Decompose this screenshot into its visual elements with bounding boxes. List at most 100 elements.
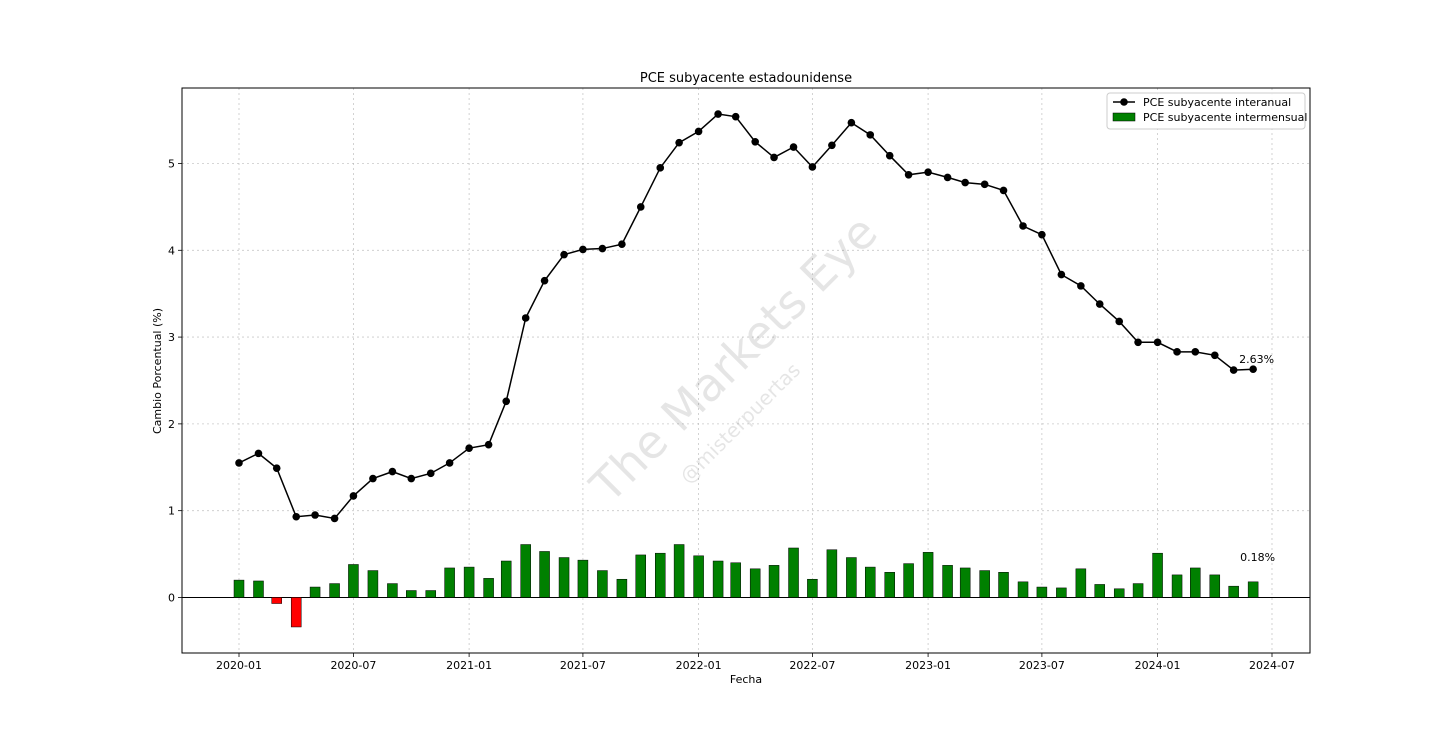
data-point <box>349 492 358 500</box>
data-point <box>751 138 759 146</box>
bar <box>864 566 876 598</box>
bar <box>998 572 1009 598</box>
bar <box>558 557 570 598</box>
data-point <box>731 112 740 121</box>
bar <box>539 551 550 598</box>
bar <box>884 572 895 598</box>
data-point <box>694 127 703 136</box>
bar <box>290 597 302 628</box>
bar <box>1075 568 1087 598</box>
bar <box>444 567 455 598</box>
y-tick-label: 2 <box>168 418 175 431</box>
legend-label-yoy: PCE subyacente interanual <box>1143 96 1291 109</box>
data-point <box>656 164 665 172</box>
bar <box>846 557 857 598</box>
data-point <box>1057 270 1066 279</box>
bar <box>425 590 437 598</box>
data-point <box>828 141 836 150</box>
plot-frame <box>181 87 1311 654</box>
data-point <box>484 440 493 449</box>
data-point <box>1153 338 1162 347</box>
data-point <box>1115 317 1124 326</box>
data-point <box>330 514 339 523</box>
data-point <box>943 173 952 182</box>
data-point <box>1019 222 1027 230</box>
bar <box>788 547 799 598</box>
bar <box>1017 581 1029 598</box>
data-point <box>961 178 969 187</box>
annotation-last-mom: 0.18% <box>1240 551 1275 564</box>
bar <box>483 578 494 598</box>
bar <box>903 563 914 598</box>
data-point <box>675 138 683 147</box>
data-point <box>426 469 435 478</box>
bar <box>577 559 589 598</box>
data-point <box>311 511 319 519</box>
x-tick-label: 2024-01 <box>1135 659 1181 672</box>
bar <box>807 578 818 598</box>
bar-series <box>233 544 1259 628</box>
y-axis: 0 1 2 3 4 5 <box>168 158 182 604</box>
bar <box>1094 584 1105 598</box>
data-point <box>1095 300 1104 308</box>
chart-title: PCE subyacente estadounidense <box>640 71 852 86</box>
data-point <box>1191 348 1200 356</box>
data-point <box>540 276 549 285</box>
data-point <box>407 474 416 483</box>
x-tick-label: 2021-01 <box>446 659 492 672</box>
data-point <box>847 118 856 127</box>
data-point <box>388 467 397 476</box>
bar <box>942 565 953 598</box>
data-point <box>636 203 645 211</box>
bar <box>749 568 761 598</box>
bar <box>826 549 838 598</box>
legend-box <box>1106 92 1306 130</box>
data-point <box>904 170 913 179</box>
bar <box>1152 552 1163 598</box>
legend: PCE subyacente interanual PCE subyacente … <box>1106 92 1307 130</box>
x-tick-label: 2022-01 <box>676 659 722 672</box>
data-point <box>1249 365 1257 373</box>
data-point <box>789 143 798 151</box>
y-tick-label: 0 <box>168 591 175 604</box>
y-tick-label: 3 <box>168 331 175 344</box>
bar <box>922 552 934 598</box>
data-point <box>1229 366 1238 374</box>
data-point <box>999 186 1008 195</box>
bar <box>979 570 990 598</box>
bar <box>1113 588 1125 598</box>
x-axis: 2020-01 2020-07 2021-01 2021-07 2022-01 2022-… <box>216 653 1295 672</box>
line-series <box>235 110 1257 523</box>
bar <box>654 552 666 598</box>
bar <box>768 565 780 598</box>
bar <box>712 560 724 598</box>
data-point <box>369 474 377 483</box>
data-point <box>445 459 454 467</box>
y-tick-label: 4 <box>168 244 175 257</box>
data-point <box>235 459 243 467</box>
annotations: 2.63% 0.18% <box>1239 353 1275 564</box>
data-point <box>502 397 511 406</box>
legend-marker-swatch <box>1120 98 1128 106</box>
bar <box>1132 583 1144 598</box>
data-point <box>980 180 989 189</box>
y-tick-label: 5 <box>168 158 175 171</box>
data-point <box>254 449 263 458</box>
x-tick-label: 2020-07 <box>330 659 376 672</box>
bar <box>500 560 512 598</box>
data-point <box>598 244 607 253</box>
data-point <box>885 151 894 160</box>
x-tick-label: 2023-07 <box>1019 659 1065 672</box>
bar <box>233 579 245 598</box>
data-point <box>924 168 932 176</box>
bar <box>1056 587 1067 598</box>
annotation-last-yoy: 2.63% <box>1239 353 1274 366</box>
bar <box>1247 581 1259 598</box>
x-axis-title: Fecha <box>730 673 762 686</box>
bar <box>520 544 531 598</box>
data-point <box>521 314 530 322</box>
x-tick-label: 2020-01 <box>216 659 262 672</box>
data-point <box>465 444 473 452</box>
bar <box>597 570 608 598</box>
